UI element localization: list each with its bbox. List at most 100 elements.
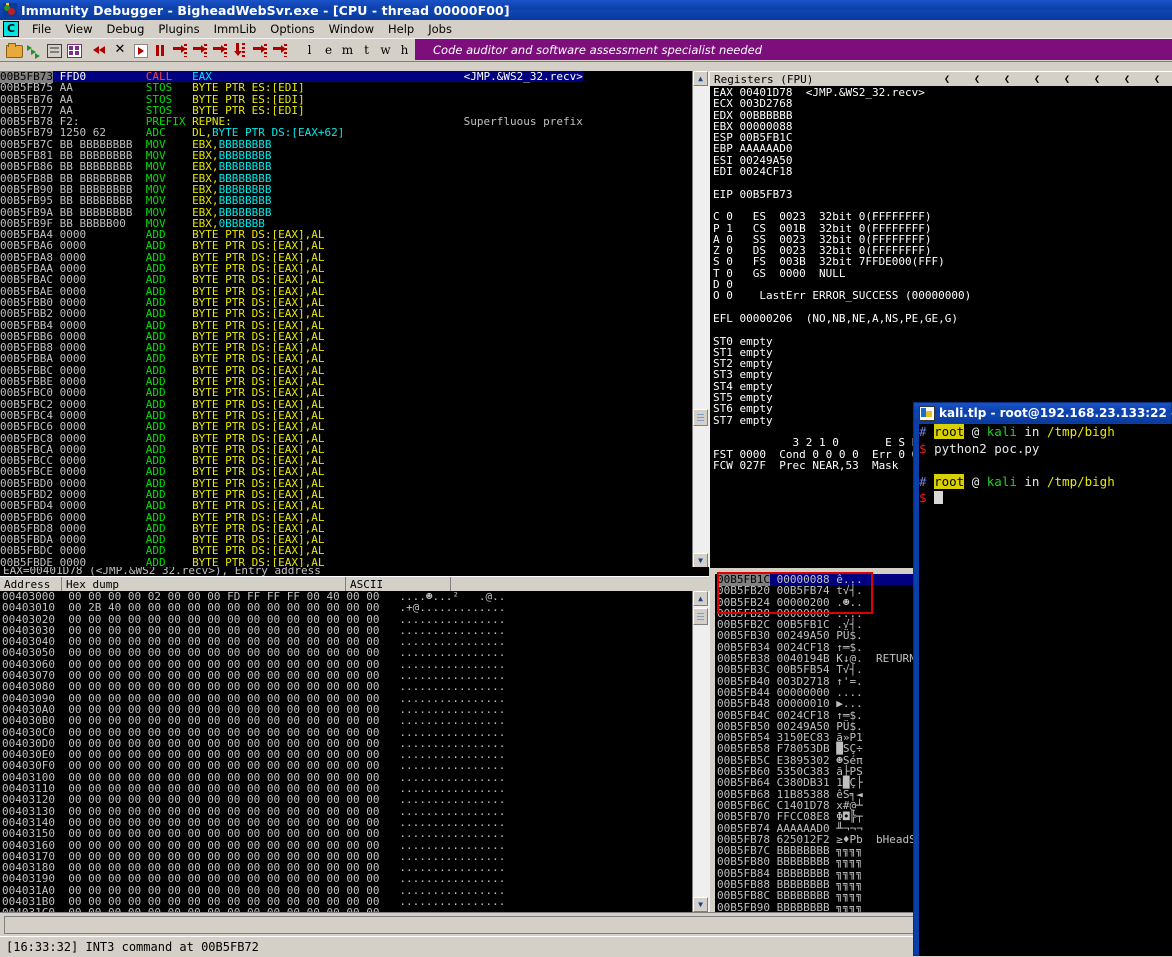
log-window-icon[interactable] bbox=[45, 41, 63, 59]
register-row: EDI 0024CF18 bbox=[713, 166, 1038, 177]
stack-note: bHeadSvr bbox=[876, 833, 913, 846]
terminal-blank-line bbox=[919, 457, 1172, 474]
ad-banner-text: Code auditor and software assessment spe… bbox=[433, 43, 762, 57]
dump-col-ascii[interactable]: ASCII bbox=[346, 577, 451, 592]
stack-value: BBBBBBBB bbox=[777, 901, 830, 912]
stack-note: RETURN 1 bbox=[876, 652, 913, 665]
menu-item-immlib[interactable]: ImmLib bbox=[207, 21, 264, 37]
prompt-path: /tmp/bigh bbox=[1047, 474, 1115, 489]
menu-item-view[interactable]: View bbox=[58, 21, 99, 37]
title-bar: Immunity Debugger - BigheadWebSvr.exe - … bbox=[0, 0, 1172, 20]
menu-bar: C File View Debug Plugins ImmLib Options… bbox=[0, 20, 1172, 39]
terminal-body[interactable]: # root @ kali in /tmp/bigh$ python2 poc.… bbox=[919, 424, 1172, 956]
toolbar-letter-l[interactable]: l bbox=[300, 43, 319, 57]
prompt-hash: # bbox=[919, 474, 927, 489]
dump-col-hex[interactable]: Hex dump bbox=[62, 577, 346, 592]
trace-over-icon[interactable] bbox=[231, 41, 249, 59]
menu-item-help[interactable]: Help bbox=[381, 21, 421, 37]
disassembly-pane[interactable]: 00B5FB73 FFD0 CALL EAX <JMP.&WS2_32.recv… bbox=[0, 71, 692, 568]
toolbar-letter-m[interactable]: m bbox=[338, 43, 357, 57]
dump-scroll-down-button[interactable]: ▼ bbox=[693, 897, 708, 912]
column-splitter-7[interactable]: ❮ bbox=[1112, 72, 1142, 87]
prompt-dollar: $ bbox=[919, 490, 927, 505]
menu-item-window[interactable]: Window bbox=[322, 21, 381, 37]
stack-row[interactable]: 00B5FB90 BBBBBBBB ╗╗╗╗ bbox=[717, 902, 913, 912]
step-into-icon[interactable] bbox=[171, 41, 189, 59]
scroll-down-button[interactable]: ▼ bbox=[693, 553, 708, 568]
window-title: Immunity Debugger - BigheadWebSvr.exe - … bbox=[21, 3, 510, 18]
column-splitter-3[interactable]: ❮ bbox=[992, 72, 1022, 87]
ad-banner[interactable]: Code auditor and software assessment spe… bbox=[415, 39, 1172, 60]
close-icon[interactable]: ✕ bbox=[111, 41, 129, 59]
status-text: [16:33:32] INT3 command at 00B5FB72 bbox=[6, 940, 259, 954]
patch-window-icon[interactable] bbox=[65, 41, 83, 59]
step-over-icon[interactable] bbox=[191, 41, 209, 59]
app-logo-icon[interactable]: C bbox=[3, 21, 19, 37]
terminal-prompt-line: # root @ kali in /tmp/bigh bbox=[919, 474, 1172, 491]
toolbar-letter-e[interactable]: e bbox=[319, 43, 338, 57]
run-all-icon[interactable] bbox=[25, 41, 43, 59]
prompt-host: kali bbox=[987, 424, 1017, 439]
dump-scroll-up-button[interactable]: ▲ bbox=[693, 591, 708, 606]
dump-pane[interactable]: 00403000 00 00 00 00 02 00 00 00 FD FF F… bbox=[0, 591, 692, 912]
terminal-cursor-line[interactable]: $ bbox=[919, 490, 1172, 507]
terminal-command-line: $ python2 poc.py bbox=[919, 441, 1172, 458]
menu-item-options[interactable]: Options bbox=[263, 21, 321, 37]
immunity-logo-icon bbox=[3, 3, 17, 17]
disassembly-scrollbar[interactable]: ▲ ▼ bbox=[692, 71, 710, 568]
scroll-thumb[interactable] bbox=[693, 409, 708, 426]
toolbar-letter-t[interactable]: t bbox=[357, 43, 376, 57]
dump-scrollbar[interactable]: ▲ ▼ bbox=[692, 591, 710, 912]
cpu-info-text: EAX=00401D78 (<JMP.&WS2_32.recv>), Entry… bbox=[3, 567, 321, 576]
restart-icon[interactable] bbox=[91, 41, 109, 59]
terminal-window[interactable]: kali.tlp - root@192.168.23.133:22 - B # … bbox=[913, 402, 1172, 956]
prompt-hash: # bbox=[919, 424, 927, 439]
trace-into-icon[interactable] bbox=[211, 41, 229, 59]
disasm-comment: <JMP.&WS2_32.recv> bbox=[464, 71, 583, 83]
stack-ascii: ╗╗╗╗ bbox=[836, 901, 863, 912]
toolbar-letter-w[interactable]: w bbox=[376, 43, 395, 57]
prompt-in: in bbox=[1024, 474, 1039, 489]
register-eip-row: EIP 00B5FB73 bbox=[713, 189, 1038, 200]
terminal-title: kali.tlp - root@192.168.23.133:22 - B bbox=[939, 406, 1172, 420]
execute-till-cursor-icon[interactable] bbox=[271, 41, 289, 59]
toolbar-letter-h[interactable]: h bbox=[395, 43, 414, 57]
terminal-command: python2 poc.py bbox=[934, 441, 1039, 456]
execute-till-return-icon[interactable] bbox=[251, 41, 269, 59]
open-folder-icon[interactable] bbox=[5, 41, 23, 59]
prompt-user: root bbox=[934, 474, 964, 489]
prompt-host: kali bbox=[987, 474, 1017, 489]
prompt-dollar: $ bbox=[919, 441, 927, 456]
prompt-at: @ bbox=[972, 474, 980, 489]
cpu-info-strip: EAX=00401D78 (<JMP.&WS2_32.recv>), Entry… bbox=[0, 567, 709, 576]
prompt-path: /tmp/bigh bbox=[1047, 424, 1115, 439]
prompt-in: in bbox=[1024, 424, 1039, 439]
terminal-prompt-line: # root @ kali in /tmp/bigh bbox=[919, 424, 1172, 441]
menu-item-jobs[interactable]: Jobs bbox=[421, 21, 459, 37]
column-splitter-8[interactable]: ❮ bbox=[1142, 72, 1172, 87]
terminal-cursor bbox=[934, 491, 943, 504]
column-splitter-2[interactable]: ❮ bbox=[962, 72, 992, 87]
column-splitter-1[interactable]: ❮ bbox=[932, 72, 962, 87]
stack-address: 00B5FB90 bbox=[717, 901, 770, 912]
scroll-up-button[interactable]: ▲ bbox=[693, 71, 708, 86]
pause-icon[interactable] bbox=[151, 41, 169, 59]
run-icon[interactable] bbox=[131, 41, 149, 59]
terminal-icon bbox=[919, 406, 935, 421]
dump-col-address[interactable]: Address bbox=[0, 577, 62, 592]
menu-item-file[interactable]: File bbox=[25, 21, 58, 37]
menu-item-plugins[interactable]: Plugins bbox=[151, 21, 206, 37]
column-splitter-6[interactable]: ❮ bbox=[1082, 72, 1112, 87]
disasm-comment: Superfluous prefix bbox=[464, 115, 583, 128]
flag-row: O 0 LastErr ERROR_SUCCESS (00000000) bbox=[713, 290, 1038, 301]
column-splitter-5[interactable]: ❮ bbox=[1052, 72, 1082, 87]
dump-col-extra[interactable] bbox=[451, 577, 709, 592]
dump-scroll-thumb[interactable] bbox=[693, 608, 708, 625]
column-splitter-4[interactable]: ❮ bbox=[1022, 72, 1052, 87]
stack-pane[interactable]: 00B5FB1C 00000088 ê...00B5FB20 00B5FB74 … bbox=[715, 574, 913, 912]
menu-item-debug[interactable]: Debug bbox=[100, 21, 152, 37]
registers-title: Registers (FPU) bbox=[710, 72, 932, 87]
efl-row: EFL 00000206 (NO,NB,NE,A,NS,PE,GE,G) bbox=[713, 313, 1038, 324]
prompt-at: @ bbox=[972, 424, 980, 439]
